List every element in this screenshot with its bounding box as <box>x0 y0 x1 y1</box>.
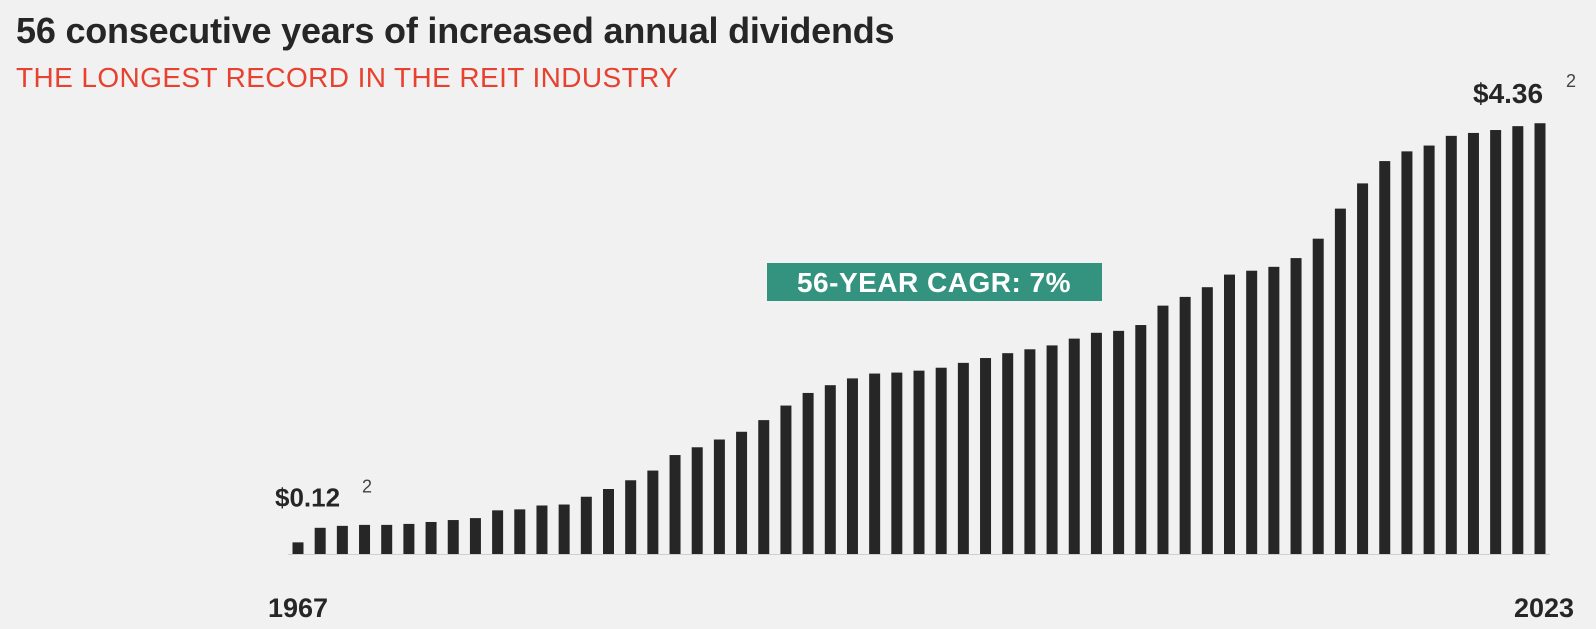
bar-1981 <box>603 489 614 554</box>
bar-2007 <box>1179 296 1191 554</box>
bar-1985 <box>691 447 703 554</box>
bar-2000 <box>1024 349 1036 554</box>
bar-1967 <box>292 542 304 554</box>
bar-1986 <box>713 439 725 554</box>
bar-2001 <box>1046 345 1058 554</box>
bar-2020 <box>1467 132 1479 554</box>
bar-1987 <box>736 431 748 554</box>
bar-2003 <box>1090 332 1102 554</box>
bar-1993 <box>869 373 881 554</box>
x-tick-label-end: 2023 <box>1514 593 1574 623</box>
bar-1974 <box>447 520 459 554</box>
bar-1998 <box>980 358 992 554</box>
bar-2021 <box>1490 130 1502 554</box>
bar-2013 <box>1312 238 1324 554</box>
bar-1984 <box>669 455 681 554</box>
bar-1980 <box>580 496 592 554</box>
bar-1970 <box>359 524 371 554</box>
first-value-label: $0.12 <box>275 482 340 512</box>
bar-2006 <box>1157 305 1169 554</box>
bar-2010 <box>1246 270 1258 554</box>
bar-1992 <box>846 378 858 554</box>
bar-1994 <box>891 372 903 554</box>
bar-1997 <box>957 362 969 554</box>
bar-2023 <box>1534 123 1546 555</box>
last-value-footnote: 2 <box>1566 71 1576 91</box>
bar-2014 <box>1334 208 1346 555</box>
bar-1975 <box>469 518 481 554</box>
bar-1999 <box>1002 353 1014 554</box>
bar-2011 <box>1268 266 1280 554</box>
bar-2022 <box>1512 126 1524 555</box>
bar-2009 <box>1224 274 1235 554</box>
first-value-footnote: 2 <box>362 476 372 496</box>
bar-1982 <box>625 480 637 554</box>
bar-1983 <box>647 470 659 554</box>
bar-1996 <box>935 367 947 554</box>
bar-group <box>292 123 1546 555</box>
bar-1976 <box>492 510 504 554</box>
bar-2002 <box>1068 338 1080 554</box>
bar-1972 <box>403 523 415 554</box>
bar-1991 <box>824 385 836 554</box>
cagr-callout-text: 56-YEAR CAGR: 7% <box>797 267 1071 298</box>
bar-2008 <box>1201 287 1213 554</box>
bar-1971 <box>381 524 393 554</box>
bar-1988 <box>758 420 770 554</box>
bar-1990 <box>802 392 814 554</box>
bar-2019 <box>1445 135 1457 554</box>
bar-2016 <box>1379 161 1391 554</box>
bar-1978 <box>536 505 548 554</box>
x-tick-label-start: 1967 <box>268 593 328 623</box>
bar-1995 <box>913 370 925 554</box>
bar-2004 <box>1113 330 1125 554</box>
bar-1989 <box>780 405 792 554</box>
bar-1969 <box>336 525 348 554</box>
bar-1968 <box>314 527 326 554</box>
bar-2005 <box>1135 325 1147 554</box>
chart-title: 56 consecutive years of increased annual… <box>16 10 895 51</box>
bar-2012 <box>1290 258 1302 554</box>
cagr-callout-box <box>767 263 1102 301</box>
bar-2015 <box>1357 183 1369 554</box>
bar-2017 <box>1401 151 1413 554</box>
bar-1979 <box>558 504 570 554</box>
bar-1973 <box>425 521 437 554</box>
bar-2018 <box>1423 145 1435 555</box>
last-value-label: $4.36 <box>1473 78 1543 109</box>
bar-1977 <box>514 509 526 554</box>
chart-subtitle: THE LONGEST RECORD IN THE REIT INDUSTRY <box>16 62 679 93</box>
